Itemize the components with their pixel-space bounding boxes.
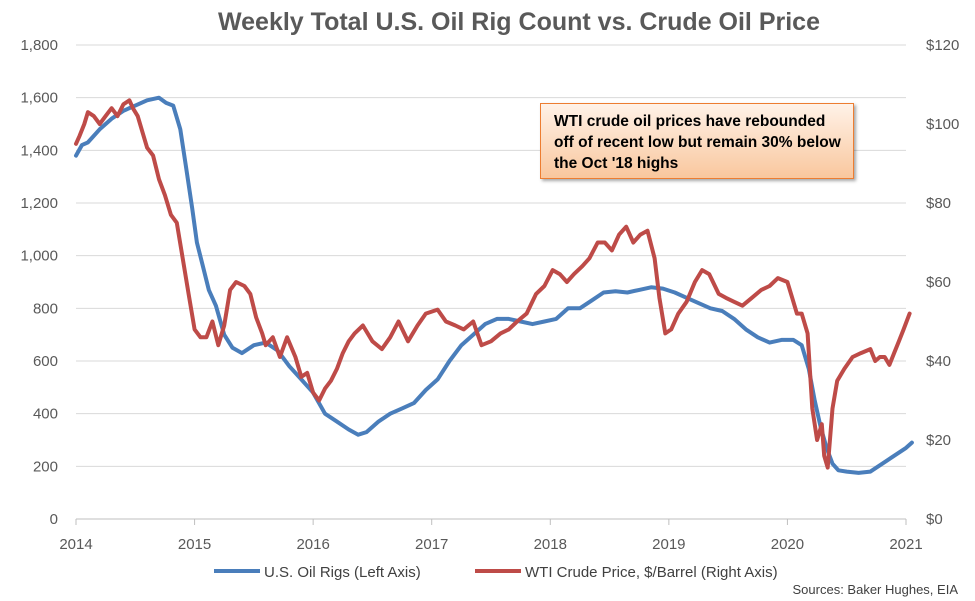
x-tick-label: 2014: [59, 536, 92, 553]
legend-label-wti: WTI Crude Price, $/Barrel (Right Axis): [525, 564, 778, 581]
wti-price-line: [74, 98, 912, 470]
left-tick-label: 1,200: [20, 195, 58, 212]
left-tick-label: 1,600: [20, 90, 58, 107]
right-tick-label: $100: [926, 116, 959, 133]
right-tick-label: $40: [926, 353, 951, 370]
annotation-box: WTI crude oil prices have rebounded off …: [540, 103, 854, 179]
right-tick-label: $80: [926, 195, 951, 212]
x-tick-label: 2016: [296, 536, 329, 553]
right-axis: $0 $20 $40 $60 $80 $100 $120: [926, 37, 959, 528]
left-tick-label: 1,800: [20, 37, 58, 54]
legend-label-rigs: U.S. Oil Rigs (Left Axis): [264, 564, 421, 581]
x-tick-label: 2020: [771, 536, 804, 553]
right-tick-label: $120: [926, 37, 959, 54]
gridlines: [76, 44, 906, 520]
x-tick-label: 2021: [889, 536, 922, 553]
chart-title: Weekly Total U.S. Oil Rig Count vs. Crud…: [218, 8, 820, 36]
x-tick-label: 2015: [178, 536, 211, 553]
right-tick-label: $60: [926, 274, 951, 291]
source-note: Sources: Baker Hughes, EIA: [793, 582, 959, 597]
left-tick-label: 800: [33, 300, 58, 317]
series-lines: [74, 95, 914, 475]
x-axis: 2014 2015 2016 2017 2018 2019 2020 2021: [59, 518, 923, 553]
right-tick-label: $0: [926, 511, 943, 528]
right-tick-label: $20: [926, 432, 951, 449]
x-tick-label: 2019: [652, 536, 685, 553]
x-tick-label: 2018: [534, 536, 567, 553]
left-tick-label: 600: [33, 353, 58, 370]
left-axis: 0 200 400 600 800 1,000 1,200 1,400 1,600 1,800: [20, 37, 58, 528]
left-tick-label: 200: [33, 458, 58, 475]
rig-count-line: [74, 95, 914, 475]
left-tick-label: 0: [50, 511, 58, 528]
legend: U.S. Oil Rigs (Left Axis) WTI Crude Pric…: [214, 564, 778, 581]
left-tick-label: 1,000: [20, 248, 58, 265]
x-tick-label: 2017: [415, 536, 448, 553]
left-tick-label: 1,400: [20, 142, 58, 159]
left-tick-label: 400: [33, 406, 58, 423]
